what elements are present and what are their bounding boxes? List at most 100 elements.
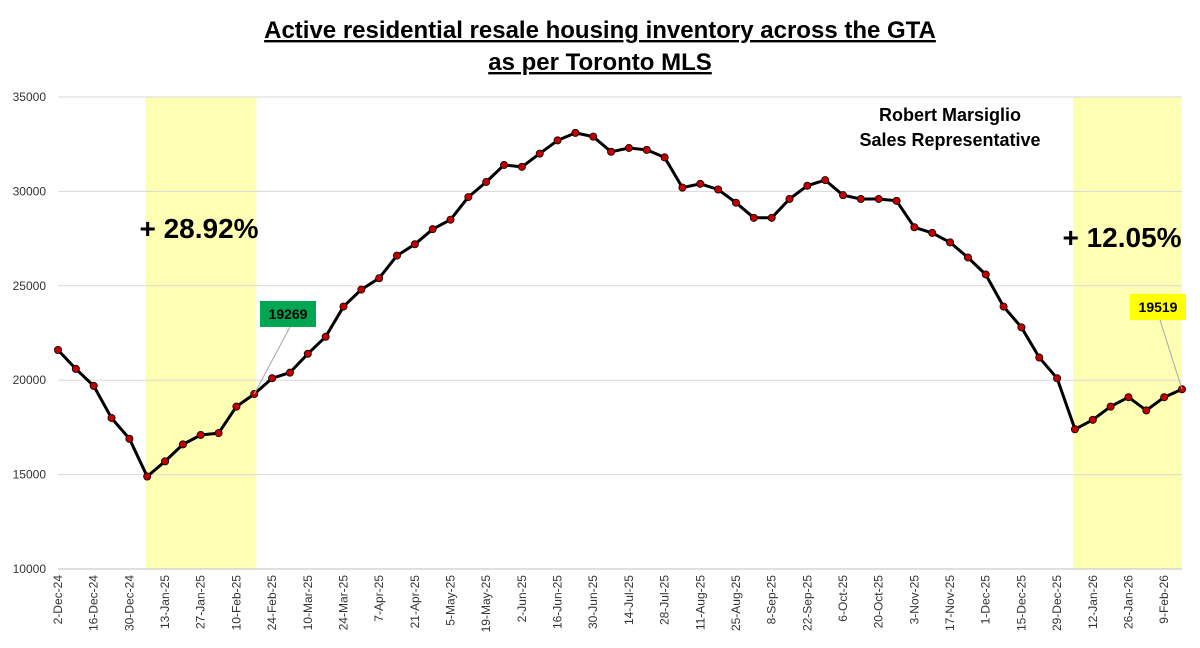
- x-tick-label: 26-Jan-26: [1121, 575, 1135, 629]
- data-point: [375, 274, 384, 283]
- series-line: [56, 131, 1183, 478]
- data-point: [910, 223, 919, 232]
- x-tick-label: 6-Oct-25: [836, 575, 850, 622]
- y-tick-label: 35000: [13, 90, 47, 104]
- chart-title-line1: Active residential resale housing invent…: [264, 17, 936, 44]
- x-tick-label: 1-Dec-25: [979, 575, 993, 625]
- x-axis-ticks: 2-Dec-24 16-Dec-24 30-Dec-24 13-Jan-25 27-Ja…: [51, 575, 1171, 633]
- data-point: [500, 160, 509, 169]
- x-tick-label: 5-May-25: [444, 575, 458, 626]
- data-point: [357, 285, 366, 294]
- annotation-pct-2025: + 28.92%: [139, 213, 258, 244]
- data-point: [714, 185, 723, 194]
- data-point: [303, 349, 312, 358]
- data-point: [767, 213, 776, 222]
- data-point: [517, 162, 526, 171]
- x-tick-label: 20-Oct-25: [872, 575, 886, 629]
- data-point: [446, 215, 455, 224]
- y-tick-label: 10000: [13, 562, 47, 576]
- data-point: [571, 128, 580, 137]
- data-point: [464, 193, 473, 202]
- data-point: [1070, 425, 1079, 434]
- data-point: [553, 136, 562, 145]
- x-tick-label: 22-Sep-25: [800, 575, 814, 631]
- credit-name: Robert Marsiglio: [879, 105, 1021, 125]
- data-point: [125, 434, 134, 443]
- data-point: [1035, 353, 1044, 362]
- x-tick-label: 11-Aug-25: [693, 575, 707, 630]
- data-point: [89, 381, 98, 390]
- data-point: [339, 302, 348, 311]
- x-tick-label: 21-Apr-25: [408, 575, 422, 629]
- data-point: [624, 143, 633, 152]
- y-axis-ticks: 10000 15000 20000 25000 30000 35000: [13, 90, 47, 576]
- x-tick-label: 12-Jan-26: [1086, 575, 1100, 629]
- annotation-pct-2026: + 12.05%: [1062, 222, 1181, 253]
- x-tick-label: 25-Aug-25: [729, 575, 743, 631]
- data-point: [54, 345, 63, 354]
- x-tick-label: 14-Jul-25: [622, 575, 636, 625]
- y-tick-label: 20000: [13, 373, 47, 387]
- x-tick-label: 30-Jun-25: [586, 575, 600, 629]
- x-tick-label: 10-Feb-25: [229, 575, 243, 631]
- data-point: [268, 374, 277, 383]
- y-tick-label: 25000: [13, 279, 47, 293]
- series-polyline: [56, 131, 1183, 478]
- data-point: [428, 225, 437, 234]
- x-tick-label: 9-Feb-26: [1157, 575, 1171, 624]
- data-point: [410, 240, 419, 249]
- x-tick-label: 28-Jul-25: [658, 575, 672, 625]
- data-point: [1017, 323, 1026, 332]
- callout-box-1: [1130, 294, 1186, 320]
- data-point: [946, 238, 955, 247]
- callout-leader-0: [253, 326, 291, 395]
- data-point: [107, 413, 116, 422]
- data-point: [839, 191, 848, 200]
- data-point: [660, 153, 669, 162]
- data-point: [71, 364, 80, 373]
- x-tick-label: 16-Jun-25: [551, 575, 565, 629]
- chart-title-line2: as per Toronto MLS: [488, 49, 712, 76]
- x-tick-label: 16-Dec-24: [87, 575, 101, 631]
- x-tick-label: 10-Mar-25: [301, 575, 315, 631]
- x-tick-label: 15-Dec-25: [1014, 575, 1028, 631]
- callouts: 19269 19519: [253, 294, 1186, 395]
- data-point: [999, 302, 1008, 311]
- data-point: [535, 149, 544, 158]
- x-tick-label: 24-Mar-25: [336, 575, 350, 631]
- data-point: [607, 147, 616, 156]
- x-tick-label: 13-Jan-25: [158, 575, 172, 629]
- x-tick-label: 29-Dec-25: [1050, 575, 1064, 631]
- callout-label-0: 19269: [269, 306, 308, 322]
- x-tick-label: 8-Sep-25: [765, 575, 779, 625]
- x-tick-label: 24-Feb-25: [265, 575, 279, 631]
- x-tick-label: 17-Nov-25: [943, 575, 957, 631]
- data-point: [928, 228, 937, 237]
- x-tick-label: 3-Nov-25: [907, 575, 921, 625]
- data-point: [1106, 402, 1115, 411]
- x-tick-label: 30-Dec-24: [122, 575, 136, 631]
- data-point: [1088, 415, 1097, 424]
- data-point: [1053, 374, 1062, 383]
- data-point: [785, 194, 794, 203]
- data-point: [821, 176, 830, 185]
- data-point: [874, 194, 883, 203]
- y-tick-label: 15000: [13, 468, 47, 482]
- x-tick-label: 2-Jun-25: [515, 575, 529, 623]
- data-point: [892, 196, 901, 205]
- data-point: [232, 402, 241, 411]
- data-point: [1160, 393, 1169, 402]
- data-point: [196, 430, 205, 439]
- series-markers: [54, 128, 1187, 481]
- data-point: [482, 177, 491, 186]
- data-point: [803, 181, 812, 190]
- data-point: [1142, 406, 1151, 415]
- data-point: [678, 183, 687, 192]
- data-point: [1124, 393, 1133, 402]
- callout-label-1: 19519: [1139, 299, 1178, 315]
- data-point: [589, 132, 598, 141]
- x-tick-label: 27-Jan-25: [194, 575, 208, 629]
- data-point: [161, 457, 170, 466]
- data-point: [392, 251, 401, 260]
- data-point: [143, 472, 152, 481]
